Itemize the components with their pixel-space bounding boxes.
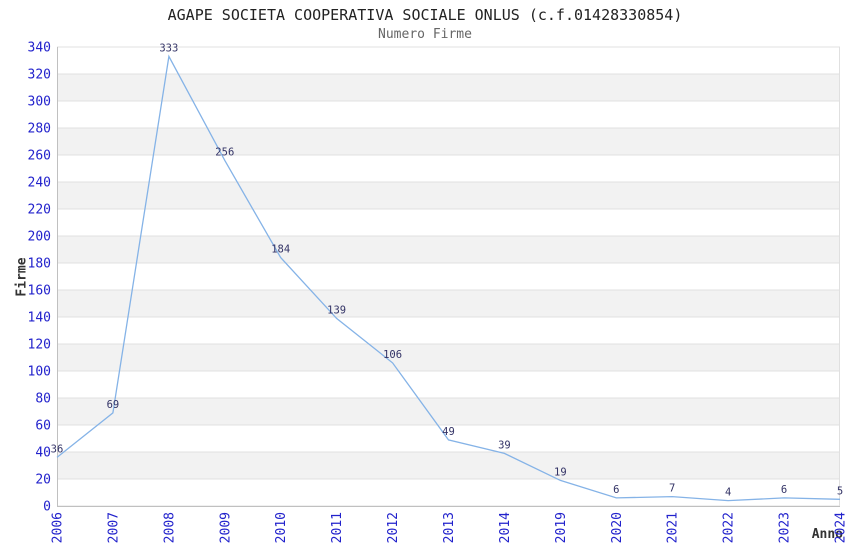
band-stripe bbox=[57, 425, 840, 452]
band-stripe bbox=[57, 128, 840, 155]
y-tick-label: 40 bbox=[35, 446, 51, 461]
chart-title: AGAPE SOCIETA COOPERATIVA SOCIALE ONLUS … bbox=[167, 6, 683, 24]
y-tick-label: 60 bbox=[35, 419, 51, 434]
band-stripe bbox=[57, 155, 840, 182]
plot-bands bbox=[57, 47, 840, 506]
chart-subtitle: Numero Firme bbox=[378, 27, 472, 42]
y-tick-label: 0 bbox=[43, 500, 51, 515]
point-label: 19 bbox=[554, 466, 567, 478]
y-tick-label: 200 bbox=[28, 230, 51, 245]
x-tick-label: 2010 bbox=[274, 512, 289, 543]
band-stripe bbox=[57, 317, 840, 344]
y-tick-label: 100 bbox=[28, 365, 51, 380]
point-label: 5 bbox=[837, 485, 843, 497]
point-label: 39 bbox=[498, 439, 511, 451]
band-stripe bbox=[57, 209, 840, 236]
x-tick-label: 2006 bbox=[51, 512, 66, 543]
y-tick-label: 240 bbox=[28, 176, 51, 191]
x-tick-label: 2023 bbox=[778, 512, 793, 543]
band-stripe bbox=[57, 344, 840, 371]
point-label: 6 bbox=[781, 484, 787, 496]
x-tick-label: 2014 bbox=[498, 512, 513, 543]
x-tick-label: 2012 bbox=[386, 512, 401, 543]
point-labels: 36 69 333 256 184 139 106 49 39 19 6 7 4 6 5 bbox=[51, 42, 843, 498]
point-label: 333 bbox=[159, 42, 178, 54]
y-tick-label: 260 bbox=[28, 149, 51, 164]
y-tick-label: 280 bbox=[28, 122, 51, 137]
band-stripe bbox=[57, 452, 840, 479]
y-tick-label: 140 bbox=[28, 311, 51, 326]
x-tick-label: 2022 bbox=[722, 512, 737, 543]
y-axis-ticks: 0 20 40 60 80 100 120 140 160 180 200 220 240 260 280 3… bbox=[28, 41, 51, 515]
y-tick-label: 160 bbox=[28, 284, 51, 299]
y-tick-label: 20 bbox=[35, 473, 51, 488]
point-label: 69 bbox=[107, 399, 120, 411]
point-label: 36 bbox=[51, 443, 64, 455]
point-label: 139 bbox=[327, 304, 346, 316]
band-stripe bbox=[57, 101, 840, 128]
band-stripe bbox=[57, 236, 840, 263]
band-stripe bbox=[57, 182, 840, 209]
y-tick-label: 120 bbox=[28, 338, 51, 353]
x-tick-label: 2013 bbox=[442, 512, 457, 543]
band-stripe bbox=[57, 263, 840, 290]
point-label: 49 bbox=[442, 426, 455, 438]
x-axis-label: Anno bbox=[811, 527, 843, 542]
x-tick-label: 2011 bbox=[330, 512, 345, 543]
point-label: 4 bbox=[725, 487, 731, 499]
x-tick-label: 2019 bbox=[554, 512, 569, 543]
band-stripe bbox=[57, 290, 840, 317]
y-tick-label: 320 bbox=[28, 68, 51, 83]
band-stripe bbox=[57, 479, 840, 506]
band-stripe bbox=[57, 74, 840, 101]
series-line bbox=[56, 54, 841, 502]
x-tick-label: 2024 bbox=[834, 512, 849, 543]
point-label: 106 bbox=[383, 349, 402, 361]
x-tick-label: 2007 bbox=[106, 512, 121, 543]
point-label: 7 bbox=[669, 483, 675, 495]
x-tick-label: 2021 bbox=[666, 512, 681, 543]
point-label: 6 bbox=[613, 484, 619, 496]
x-tick-label: 2009 bbox=[218, 512, 233, 543]
y-tick-label: 340 bbox=[28, 41, 51, 56]
x-tick-label: 2020 bbox=[610, 512, 625, 543]
point-label: 184 bbox=[271, 244, 290, 256]
y-tick-label: 300 bbox=[28, 95, 51, 110]
y-tick-label: 180 bbox=[28, 257, 51, 272]
band-stripe bbox=[57, 398, 840, 425]
band-stripe bbox=[57, 371, 840, 398]
x-axis-ticks: 2006 2007 2008 2009 2010 2011 2012 2013 2014 2019… bbox=[51, 512, 849, 543]
y-tick-label: 220 bbox=[28, 203, 51, 218]
y-tick-label: 80 bbox=[35, 392, 51, 407]
x-tick-label: 2008 bbox=[162, 512, 177, 543]
band-stripe bbox=[57, 47, 840, 74]
point-label: 256 bbox=[215, 146, 234, 158]
